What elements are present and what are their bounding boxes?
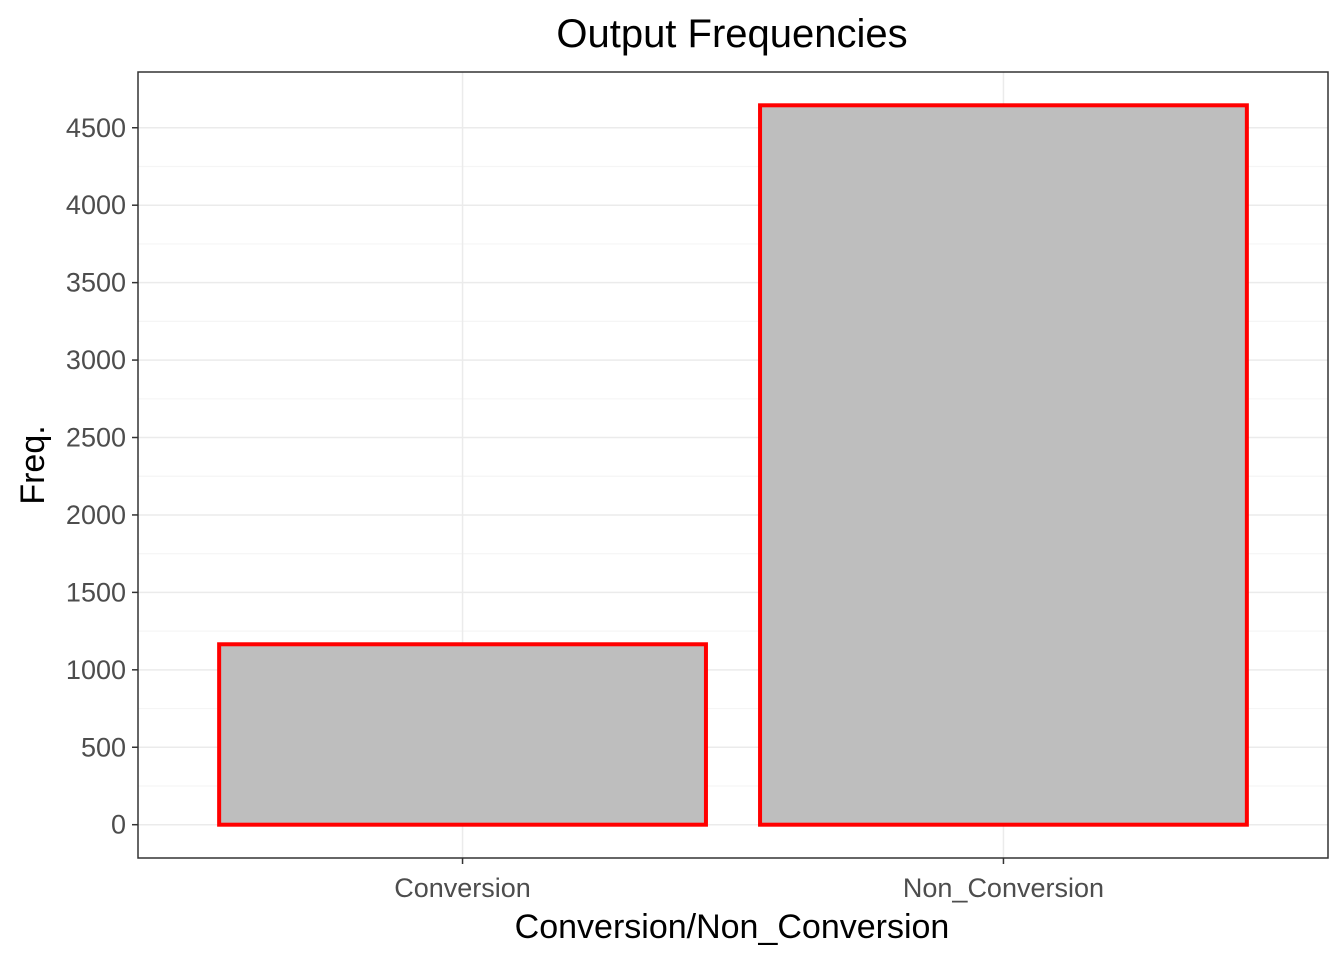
x-tick-label: Conversion <box>394 873 531 903</box>
y-tick-label: 4000 <box>66 190 126 220</box>
y-tick-label: 3500 <box>66 268 126 298</box>
x-tick-label: Non_Conversion <box>903 873 1104 903</box>
y-tick-label: 1500 <box>66 577 126 607</box>
y-tick-label: 1000 <box>66 655 126 685</box>
bars <box>217 103 1249 827</box>
bar-non-conversion <box>758 103 1249 827</box>
y-tick-label: 0 <box>111 810 126 840</box>
y-tick-label: 4500 <box>66 113 126 143</box>
y-axis-title: Freq. <box>14 425 52 504</box>
y-tick-label: 2000 <box>66 500 126 530</box>
panel-border <box>137 71 1329 859</box>
bar-conversion <box>217 642 708 827</box>
x-axis-title: Conversion/Non_Conversion <box>515 908 950 946</box>
axis-ticks: 0 500 1000 1500 2000 2500 3000 3500 4000 4500 Conv… <box>66 113 1104 903</box>
y-tick-label: 500 <box>81 732 126 762</box>
y-tick-label: 2500 <box>66 423 126 453</box>
y-tick-label: 3000 <box>66 345 126 375</box>
chart-title: Output Frequencies <box>556 12 907 56</box>
